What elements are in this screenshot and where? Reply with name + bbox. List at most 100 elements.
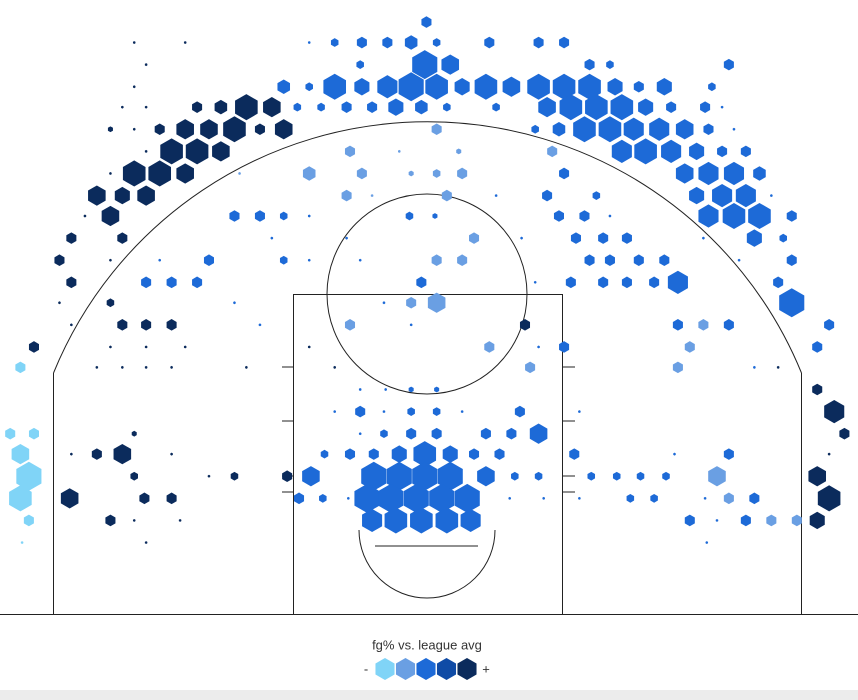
hex — [511, 471, 519, 481]
hex — [406, 296, 417, 309]
hex — [578, 410, 581, 414]
hex — [705, 541, 709, 545]
hex — [11, 443, 30, 465]
hex — [437, 461, 463, 491]
hex — [649, 117, 670, 141]
hex — [406, 427, 417, 440]
hex — [689, 186, 705, 205]
hex — [610, 94, 634, 121]
hex — [746, 229, 762, 247]
hex — [720, 105, 724, 109]
hex — [770, 194, 773, 198]
hex — [279, 211, 288, 221]
hex — [408, 386, 414, 393]
hex — [786, 210, 797, 222]
hex — [294, 492, 305, 505]
hex — [254, 123, 265, 136]
hex — [106, 298, 115, 308]
hex — [708, 466, 726, 487]
hex — [121, 365, 124, 369]
hex — [144, 149, 148, 153]
hex — [131, 430, 137, 437]
hex — [109, 258, 112, 262]
hex — [235, 94, 258, 121]
hex — [662, 471, 670, 481]
hex — [559, 167, 570, 180]
hex — [621, 232, 632, 244]
hex — [421, 16, 432, 28]
hex — [410, 507, 433, 534]
hex — [607, 78, 623, 96]
hex — [672, 319, 683, 331]
hex — [148, 160, 172, 187]
hex — [702, 236, 705, 240]
hex — [23, 514, 34, 527]
hex — [776, 365, 780, 369]
hex — [358, 432, 362, 436]
hex — [656, 78, 672, 96]
hex — [808, 466, 827, 487]
hex — [113, 443, 132, 465]
hex — [141, 319, 152, 331]
hex — [200, 119, 218, 140]
hex — [233, 301, 236, 305]
hex — [824, 319, 835, 331]
hex — [740, 514, 751, 527]
hex — [384, 507, 408, 534]
hex — [525, 361, 536, 374]
hex — [121, 105, 124, 109]
legend — [375, 658, 477, 680]
hex — [675, 163, 694, 184]
hex — [723, 58, 734, 71]
hex — [356, 167, 367, 180]
hex — [358, 258, 362, 262]
hex — [484, 341, 495, 353]
hex — [330, 38, 339, 47]
hex — [633, 254, 644, 267]
hex — [344, 319, 356, 331]
hex — [542, 496, 545, 500]
hex — [176, 163, 194, 184]
hex — [132, 41, 136, 44]
court — [0, 121, 858, 615]
hex — [212, 141, 230, 162]
hex — [723, 492, 734, 505]
hex — [270, 236, 274, 240]
hex — [137, 185, 155, 206]
hex — [362, 508, 383, 533]
hex — [307, 214, 311, 218]
hex — [698, 319, 709, 331]
hex — [16, 461, 42, 491]
hex — [442, 445, 458, 463]
legend-swatch — [395, 658, 416, 680]
hex — [344, 145, 356, 158]
hex — [144, 365, 148, 369]
hex — [176, 119, 194, 140]
hex — [717, 145, 728, 158]
hex — [638, 98, 654, 116]
hex — [732, 127, 736, 131]
hex — [502, 76, 521, 97]
hex — [650, 493, 658, 503]
hex — [192, 276, 203, 289]
hex — [779, 288, 805, 318]
hex — [723, 161, 745, 186]
hex — [570, 232, 581, 244]
paint — [293, 294, 563, 615]
hex — [416, 276, 427, 289]
hex — [786, 254, 797, 267]
footer-strip — [0, 690, 858, 700]
hex — [403, 483, 429, 513]
hex — [779, 233, 788, 243]
hex — [245, 365, 248, 369]
hex — [388, 98, 404, 116]
hex — [723, 319, 734, 331]
hex — [412, 461, 438, 491]
hex — [409, 323, 413, 327]
hex — [139, 492, 150, 505]
hex — [661, 139, 682, 163]
hex — [192, 101, 203, 113]
hex — [633, 80, 644, 93]
hex — [54, 254, 65, 267]
hex — [317, 102, 325, 112]
